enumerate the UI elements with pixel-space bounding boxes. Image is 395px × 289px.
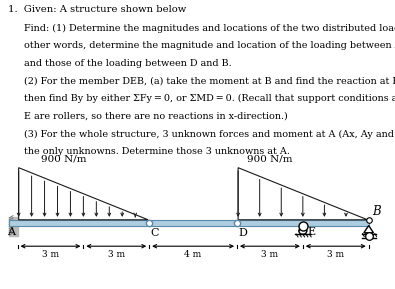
Text: 3 m: 3 m — [108, 250, 125, 259]
Text: D: D — [238, 228, 247, 238]
Text: then find By by either ΣFy = 0, or ΣMD = 0. (Recall that support conditions at B: then find By by either ΣFy = 0, or ΣMD =… — [24, 94, 395, 103]
Bar — [9, 217, 17, 236]
Text: 900 N/m: 900 N/m — [247, 154, 293, 163]
Text: 3 m: 3 m — [261, 250, 278, 259]
Text: other words, determine the magnitude and location of the loading between A and C: other words, determine the magnitude and… — [24, 41, 395, 50]
Text: 3 m: 3 m — [42, 250, 59, 259]
Text: Find: (1) Determine the magnitudes and locations of the two distributed loadings: Find: (1) Determine the magnitudes and l… — [24, 24, 395, 33]
Text: the only unknowns. Determine those 3 unknowns at A.: the only unknowns. Determine those 3 unk… — [24, 147, 290, 156]
Text: B: B — [372, 205, 381, 218]
Text: (2) For the member DEB, (a) take the moment at B and find the reaction at E and : (2) For the member DEB, (a) take the mom… — [24, 77, 395, 86]
Text: 900 N/m: 900 N/m — [41, 154, 87, 163]
Text: E are rollers, so there are no reactions in x-direction.): E are rollers, so there are no reactions… — [24, 112, 288, 121]
Text: A: A — [8, 227, 15, 237]
Bar — [9, 220, 369, 226]
Text: 1.  Given: A structure shown below: 1. Given: A structure shown below — [8, 5, 186, 14]
Text: (3) For the whole structure, 3 unknown forces and moment at A (Ax, Ay and MA) ar: (3) For the whole structure, 3 unknown f… — [24, 129, 395, 138]
Text: E: E — [308, 227, 316, 237]
Text: 3 m: 3 m — [327, 250, 344, 259]
Text: and those of the loading between D and B.: and those of the loading between D and B… — [24, 59, 231, 68]
Text: 4 m: 4 m — [184, 250, 202, 259]
Text: C: C — [150, 228, 159, 238]
